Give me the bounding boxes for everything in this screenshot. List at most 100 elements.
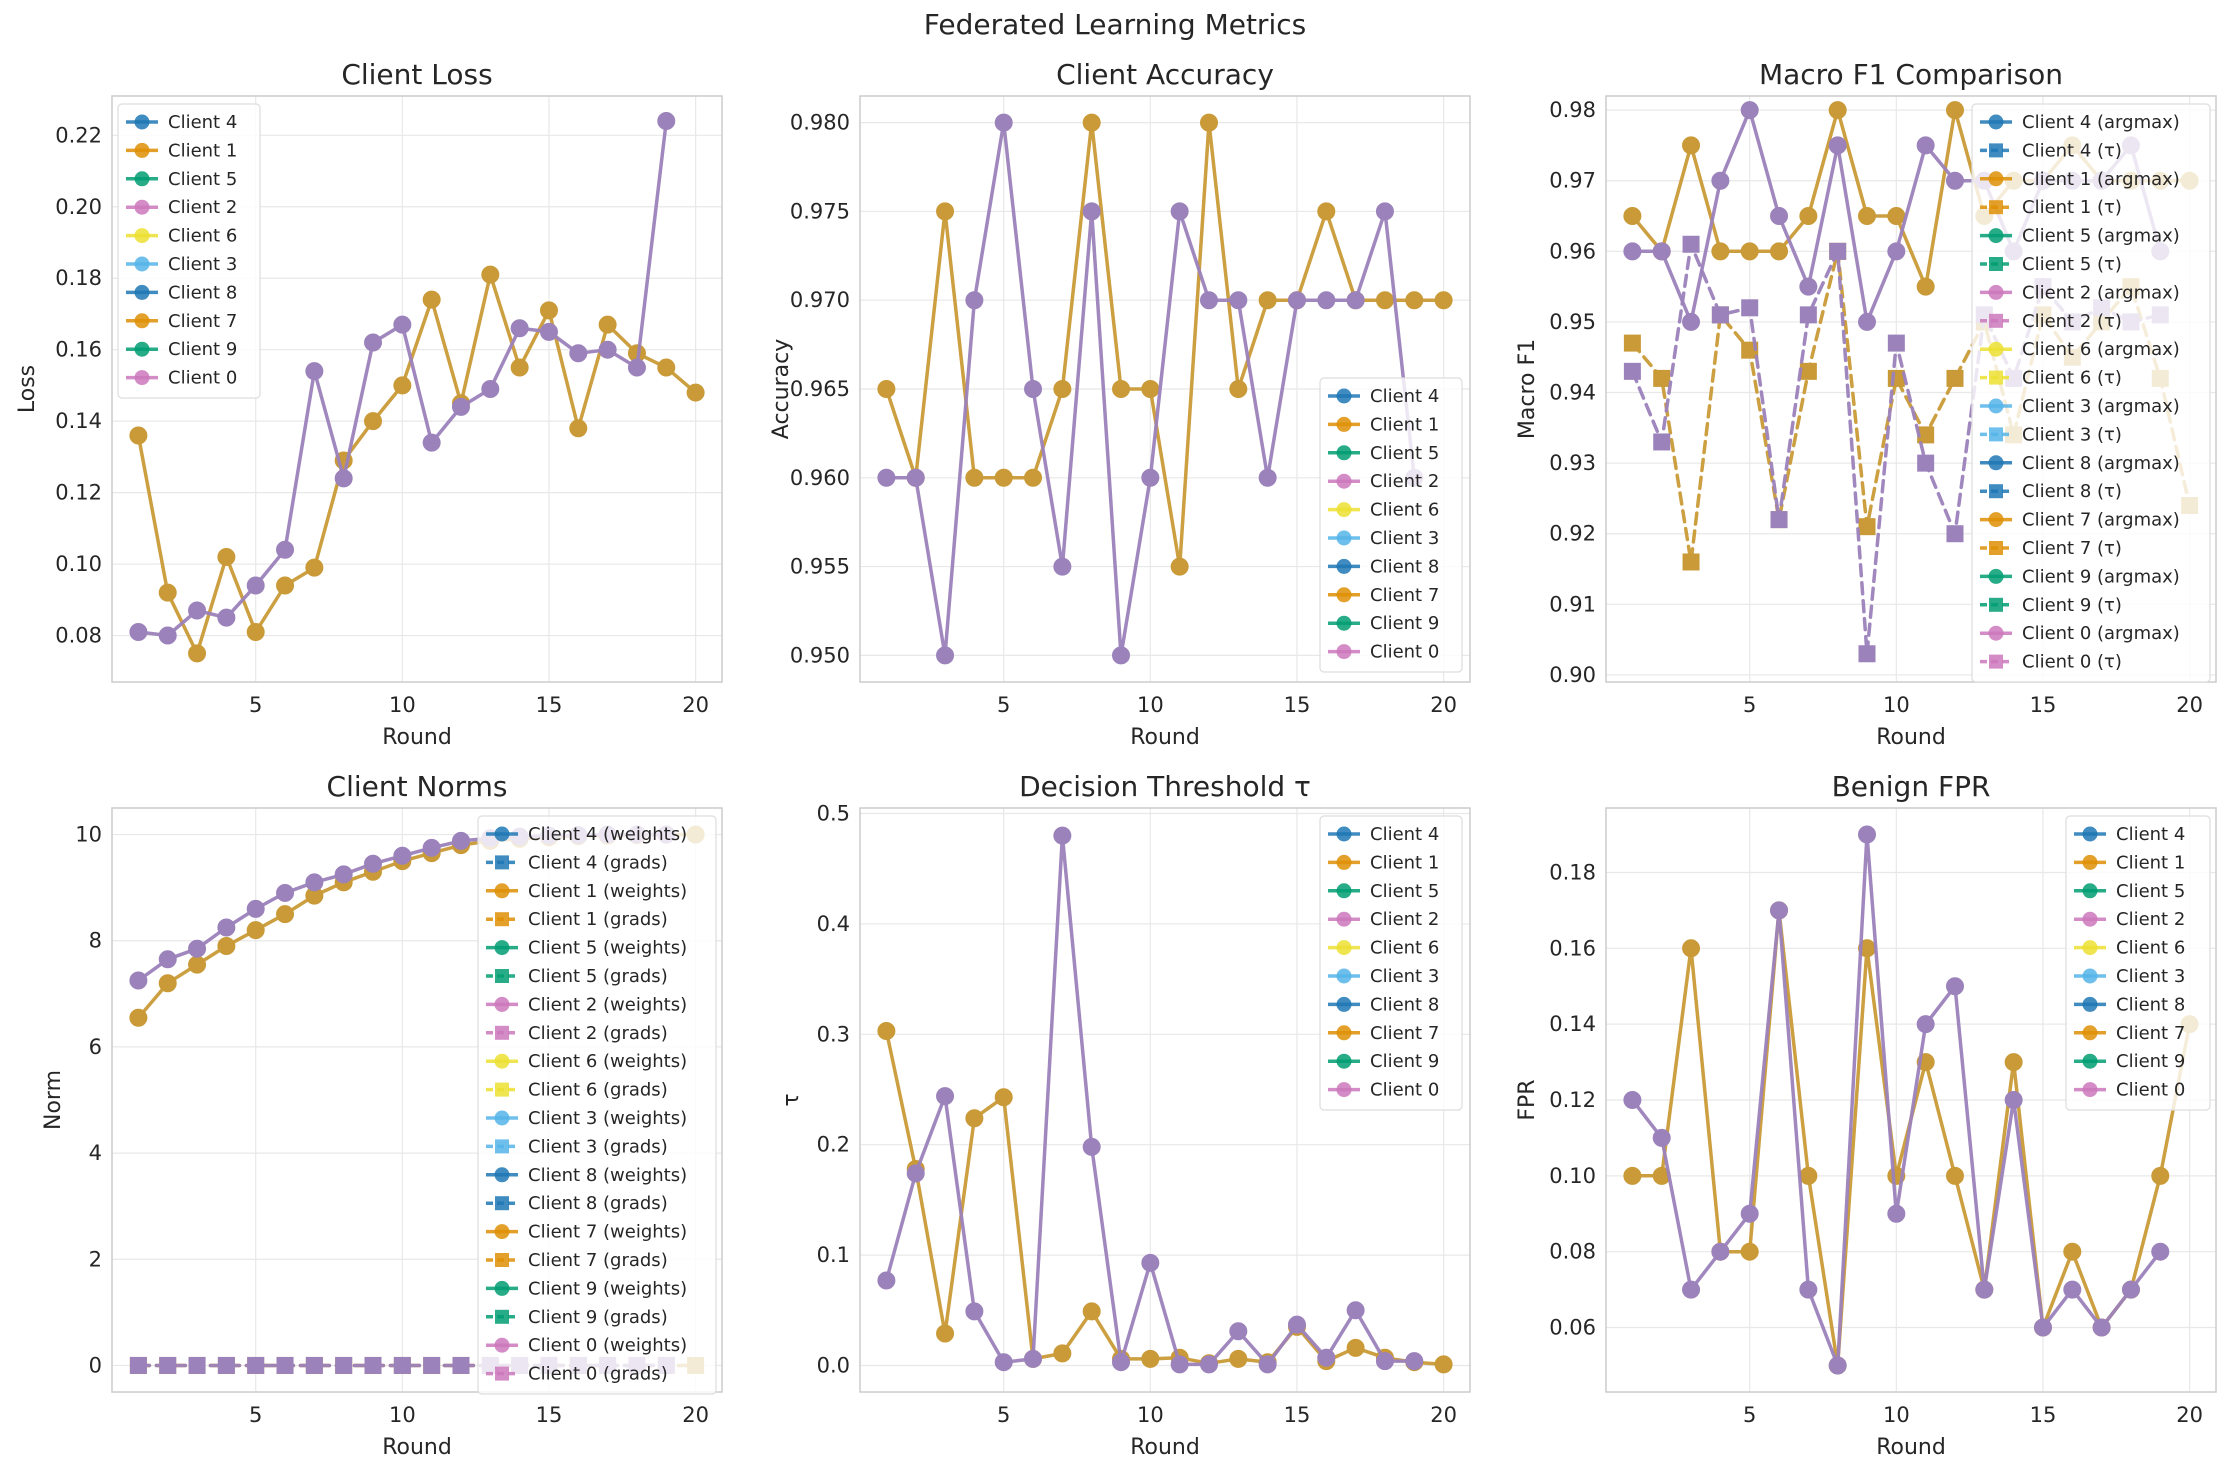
x-tick-label: 15 xyxy=(536,693,563,717)
legend-item: Client 4 (grads) xyxy=(486,852,668,873)
legend-item: Client 2 (τ) xyxy=(1980,311,2122,332)
chart-panel-3: 5 10 15 20 0.90 0.91 0.92 0.93 0.94 0.95 0.96 0.97 0… xyxy=(1515,58,2217,750)
legend-marker xyxy=(495,1025,509,1040)
data-point xyxy=(1623,334,1641,352)
y-tick-label: 0.12 xyxy=(1549,1088,1596,1112)
legend-marker xyxy=(134,114,150,130)
data-point xyxy=(1682,553,1700,571)
data-point xyxy=(2063,1242,2082,1261)
legend-item: Client 2 (weights) xyxy=(486,994,687,1015)
data-point xyxy=(2004,1091,2023,1109)
legend-item: Client 7 (argmax) xyxy=(1980,510,2180,531)
legend-label: Client 1 (weights) xyxy=(528,881,687,902)
legend-item: Client 1 xyxy=(1328,852,1439,873)
series-group xyxy=(129,112,705,663)
legend-marker xyxy=(1989,370,2003,385)
legend-marker xyxy=(1336,1025,1352,1041)
y-tick-label: 0.980 xyxy=(790,111,850,135)
data-point xyxy=(994,468,1013,487)
data-point xyxy=(1740,1204,1759,1223)
legend-marker xyxy=(2082,883,2098,899)
data-point xyxy=(1082,113,1101,132)
x-tick-label: 15 xyxy=(1284,693,1311,717)
data-point xyxy=(364,854,383,873)
y-tick-label: 4 xyxy=(89,1141,102,1165)
x-tick-label: 15 xyxy=(2030,1403,2057,1427)
legend-item: Client 9 (argmax) xyxy=(1980,566,2180,587)
legend-item: Client 3 (τ) xyxy=(1980,424,2122,445)
data-point xyxy=(1112,1353,1131,1372)
legend-item: Client 4 (weights) xyxy=(486,824,687,845)
data-point xyxy=(1112,380,1131,398)
legend-marker xyxy=(1336,826,1352,842)
legend-label: Client 7 (argmax) xyxy=(2022,510,2180,531)
y-axis-label: Macro F1 xyxy=(1515,339,1540,439)
legend-marker xyxy=(1336,615,1352,631)
data-point xyxy=(393,315,412,334)
data-point xyxy=(994,1353,1013,1372)
data-point xyxy=(188,939,207,958)
data-point xyxy=(1199,113,1218,132)
legend-item: Client 7 xyxy=(2074,1023,2185,1044)
legend-item: Client 3 xyxy=(1328,528,1439,549)
data-point xyxy=(1682,235,1700,253)
data-point xyxy=(1741,299,1759,317)
legend-label: Client 7 (weights) xyxy=(528,1222,687,1243)
legend-marker xyxy=(1336,388,1352,404)
legend-marker xyxy=(1988,455,2004,471)
legend-item: Client 5 (τ) xyxy=(1980,254,2122,275)
legend-label: Client 2 (argmax) xyxy=(2022,282,2180,303)
data-point xyxy=(994,113,1013,132)
legend-item: Client 4 xyxy=(2074,824,2185,845)
data-point xyxy=(1112,646,1131,665)
data-point xyxy=(1770,511,1788,529)
data-point xyxy=(965,1302,984,1321)
data-point xyxy=(217,937,236,956)
legend-marker xyxy=(1989,257,2003,271)
legend-marker xyxy=(1988,171,2004,187)
data-point xyxy=(1682,312,1701,331)
data-point xyxy=(936,646,955,665)
legend-label: Client 9 xyxy=(1370,1051,1439,1072)
legend-item: Client 2 xyxy=(126,197,237,218)
data-point xyxy=(1317,291,1336,310)
data-point xyxy=(481,265,500,284)
legend-marker xyxy=(1336,644,1352,660)
data-point xyxy=(217,608,236,627)
data-point xyxy=(1229,1349,1248,1368)
data-point xyxy=(2121,1280,2140,1299)
legend-label: Client 5 (τ) xyxy=(2022,254,2122,275)
data-point xyxy=(1711,171,1730,190)
y-tick-label: 0.10 xyxy=(55,552,102,576)
data-point xyxy=(1829,242,1847,260)
y-tick-label: 8 xyxy=(89,929,102,953)
legend-marker xyxy=(1336,968,1352,984)
legend-item: Client 9 (weights) xyxy=(486,1278,687,1299)
legend-label: Client 0 xyxy=(1370,642,1439,663)
data-point xyxy=(246,622,265,641)
data-point xyxy=(334,865,353,884)
legend-marker xyxy=(1336,883,1352,899)
legend-label: Client 4 xyxy=(2116,824,2185,845)
data-point xyxy=(569,344,588,363)
legend-marker xyxy=(1336,911,1352,927)
legend-label: Client 0 (grads) xyxy=(528,1364,668,1385)
legend-marker xyxy=(1988,228,2004,244)
data-point xyxy=(188,644,207,663)
data-point xyxy=(936,202,955,221)
data-point xyxy=(1858,645,1876,663)
data-point xyxy=(936,1324,955,1343)
data-point xyxy=(334,469,353,488)
x-tick-label: 10 xyxy=(1883,1403,1910,1427)
data-point xyxy=(877,380,896,398)
legend-item: Client 9 (τ) xyxy=(1980,595,2122,616)
legend: Client 4 Client 1 Client 5 Client 2 Client 6… xyxy=(1319,377,1463,673)
data-point xyxy=(276,1356,294,1374)
legend-item: Client 0 (grads) xyxy=(486,1364,668,1385)
legend-frame xyxy=(1971,103,2211,683)
data-point xyxy=(1858,825,1877,844)
legend-item: Client 6 (argmax) xyxy=(1980,339,2180,360)
legend-label: Client 2 (τ) xyxy=(2022,311,2122,332)
legend-item: Client 3 (weights) xyxy=(486,1108,687,1129)
y-axis-label: Loss xyxy=(15,365,40,413)
